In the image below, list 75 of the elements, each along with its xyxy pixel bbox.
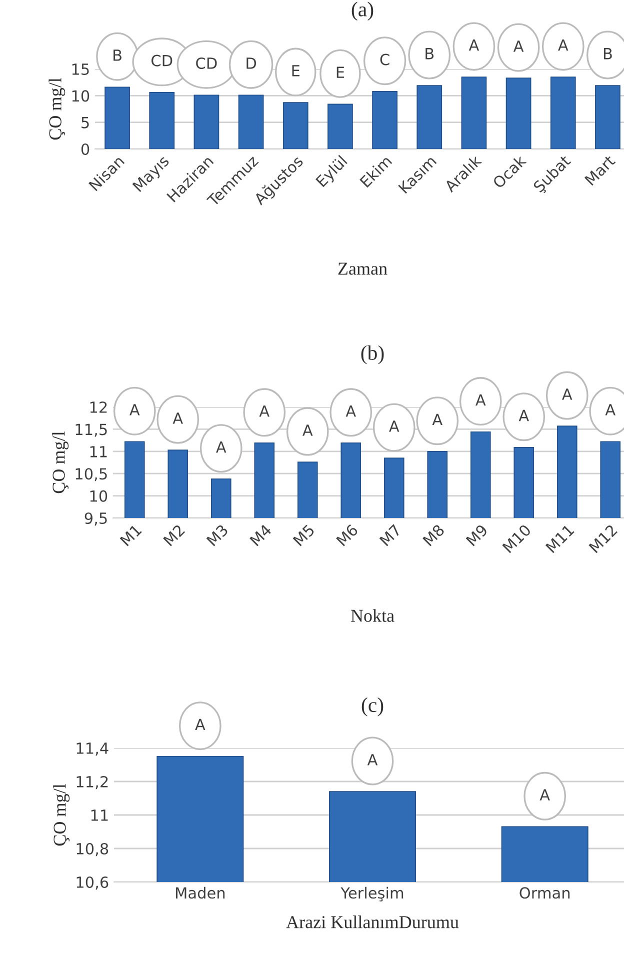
annotation: A [605,404,616,416]
bar [416,85,442,149]
bar [194,94,220,149]
x-axis-title: Nokta [350,609,394,622]
bar [372,90,398,149]
bar [238,94,264,149]
annotation: A [130,404,140,416]
annotation: A [562,388,572,400]
annotation: E [336,66,344,78]
annotation: A [259,405,270,417]
annotation: A [468,40,480,51]
y-tick-label: 0 [81,143,90,156]
y-tick-label: 10,6 [76,876,108,890]
y-tick-label: 10,8 [76,842,108,856]
y-tick-label: 11,5 [76,424,107,437]
annotation: A [513,40,524,52]
annotation: A [389,420,400,432]
x-tick-label: M9 [466,524,488,546]
annotation: A [367,754,378,766]
annotation: CD [196,57,217,70]
x-axis-title: Arazi KullanımDurumu [286,916,459,928]
y-tick-label: 10,5 [76,468,107,482]
annotation: A [302,424,313,436]
x-tick-label: M5 [292,524,316,546]
annotation: A [346,405,356,417]
annotation: A [540,789,550,800]
annotation: C [380,54,390,66]
x-axis-title: Zaman [338,262,388,275]
y-axis-title: ÇO mg/l [53,784,70,846]
annotation: A [195,718,206,730]
x-tick-label: Yerleşim [340,886,404,902]
x-tick-label: Orman [520,887,570,899]
y-tick-label: 11,2 [76,776,108,790]
y-tick-label: 10 [90,490,108,502]
y-tick-label: 11,4 [76,742,108,756]
annotation: A [518,410,529,422]
annotation: D [246,58,256,69]
bar [595,85,620,149]
y-tick-label: 10 [72,90,90,102]
bar [550,76,576,149]
chart-title: (a) [352,2,374,21]
x-tick-label: M6 [336,524,359,546]
bar [104,86,130,149]
y-tick-label: 11 [91,810,108,821]
y-tick-label: 15 [72,64,89,76]
annotation: B [604,48,612,60]
chart-title: (c) [362,697,384,716]
y-axis-title: ÇO mg/l [48,78,66,140]
chart-title: (b) [361,345,384,364]
bar [506,78,532,149]
x-tick-label: Maden [176,886,225,899]
x-tick-label: M1 [120,524,142,546]
annotation: CD [152,54,172,66]
annotation: B [114,50,122,61]
bar [461,76,487,149]
y-tick-label: 12 [90,401,107,413]
annotation: A [172,412,183,424]
annotation: A [432,414,442,426]
bar [328,104,353,149]
bar [149,92,175,149]
x-tick-label: M2 [162,524,185,546]
y-axis-title: ÇO mg/l [52,432,69,494]
x-tick-label: M8 [422,524,445,546]
annotation: B [426,48,434,60]
y-tick-label: 11 [90,446,107,458]
annotation: A [216,441,226,453]
bar [282,102,308,149]
annotation: A [558,40,568,51]
x-tick-label: M3 [206,524,229,546]
x-tick-label: M4 [250,524,272,546]
x-tick-label: M7 [379,524,402,546]
y-tick-label: 9,5 [84,512,107,526]
annotation: E [292,65,300,76]
annotation: A [476,394,486,406]
y-tick-label: 5 [82,117,89,128]
